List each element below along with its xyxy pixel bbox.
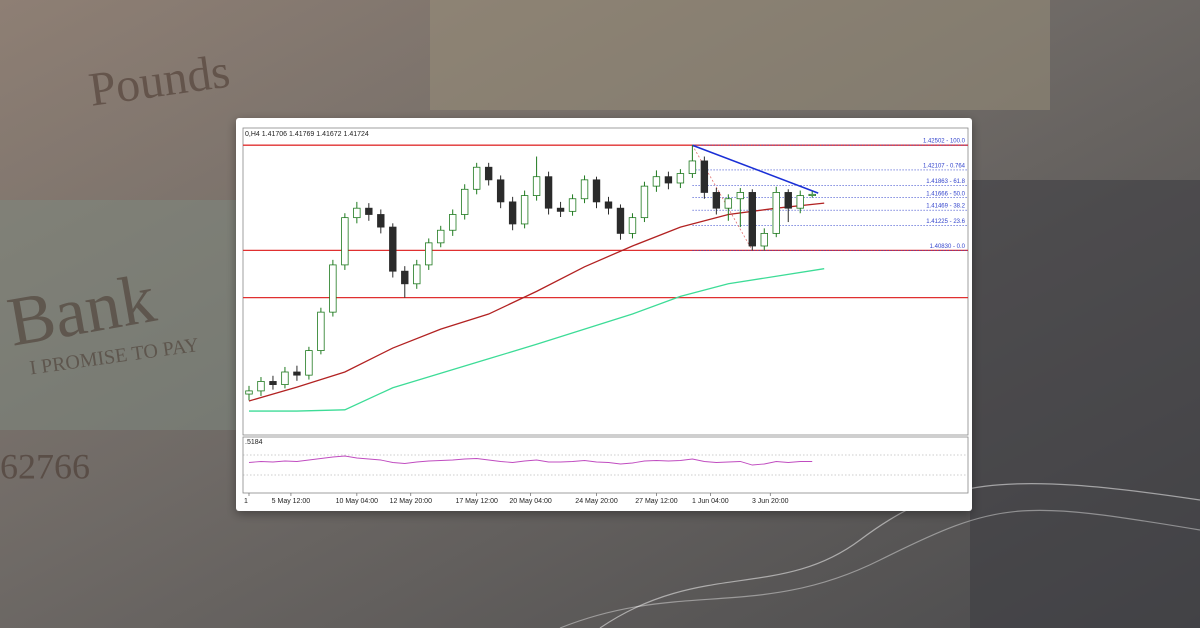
candle-body (568, 198, 577, 212)
candle-body (484, 166, 493, 181)
candle-body (748, 192, 756, 247)
candle-body (520, 195, 529, 225)
x-tick-label: 20 May 04:00 (509, 498, 552, 505)
main-panel (242, 127, 969, 436)
candle-body (257, 381, 265, 392)
card (236, 118, 972, 511)
candle-body (341, 217, 349, 266)
fib-label: 1.41225 - 23.6 (926, 219, 965, 225)
x-tick-label: 10 May 04:00 (336, 498, 379, 505)
fib-label: 1.42502 - 100.0 (923, 139, 966, 145)
candle-body (377, 214, 385, 228)
x-tick-label: 5 May 12:00 (272, 498, 311, 505)
candle-body (532, 176, 541, 196)
candle-body (652, 176, 661, 187)
candle-body (496, 179, 505, 203)
candle-body (724, 198, 733, 209)
candle-body (437, 229, 445, 244)
candle-body (449, 214, 457, 231)
candle-body (413, 264, 421, 285)
candle-body (389, 226, 397, 272)
candle-body (281, 371, 289, 385)
indicator-line (248, 455, 813, 466)
candle-body (760, 232, 768, 247)
candle-body (580, 179, 589, 200)
candle-body (472, 166, 481, 190)
indicator-label: .5184 (245, 439, 263, 446)
candle-body (365, 207, 373, 215)
candle-body (664, 176, 673, 184)
candle-body (700, 160, 709, 193)
candle-body (784, 192, 792, 209)
trendline (692, 144, 819, 194)
x-tick-label: 1 Jun 04:00 (692, 498, 729, 505)
x-tick-label: 12 May 20:00 (390, 498, 433, 505)
note-top (430, 0, 1050, 110)
fib-label: 1.41666 - 50.0 (926, 191, 965, 197)
moving-average (248, 268, 825, 412)
candle-body (544, 176, 553, 209)
candle-body (772, 192, 780, 234)
candle-body (329, 264, 337, 313)
fib-label: 1.41863 - 61.8 (926, 179, 965, 185)
candle-body (305, 350, 313, 376)
note-left (0, 200, 240, 430)
decor-line (599, 483, 1200, 629)
candle-body (245, 390, 253, 395)
candle-body (460, 188, 469, 215)
candle-body (592, 179, 601, 203)
candle-body (628, 217, 637, 234)
x-tick-label: 17 May 12:00 (455, 498, 498, 505)
candle-body (676, 173, 685, 184)
candle-body (425, 242, 433, 266)
candle-body (508, 201, 517, 225)
background-text: 62766 (0, 446, 90, 486)
x-tick-label: 1 (244, 498, 248, 505)
candle-body (269, 381, 277, 385)
candle-body (604, 201, 613, 209)
fib-label: 1.41469 - 38.2 (926, 204, 965, 210)
candle-body (796, 195, 804, 209)
x-tick-label: 27 May 12:00 (635, 498, 678, 505)
candle-body (556, 207, 565, 212)
candle-body (317, 311, 325, 351)
indicator-panel (242, 436, 969, 494)
candle-body (401, 270, 409, 285)
candle-body (712, 192, 721, 209)
chart-layer: 1.42502 - 100.0 1.42107 - 0.764 1.41863 - … (243, 139, 968, 505)
candle-body (293, 371, 301, 376)
fib-label: 1.42107 - 0.764 (923, 164, 966, 170)
candle-body (808, 193, 816, 196)
candle-body (688, 160, 697, 174)
candle-body (736, 192, 745, 200)
note-right (970, 180, 1200, 628)
decor-line (559, 509, 1200, 629)
candle-body (616, 207, 625, 234)
candle-body (353, 207, 361, 219)
fib-label: 1.40830 - 0.0 (930, 244, 966, 250)
x-tick-label: 24 May 20:00 (575, 498, 618, 505)
x-tick-label: 3 Jun 20:00 (752, 498, 789, 505)
candle-body (640, 185, 649, 219)
chart-header: 0,H4 1.41706 1.41769 1.41672 1.41724 (245, 131, 369, 138)
